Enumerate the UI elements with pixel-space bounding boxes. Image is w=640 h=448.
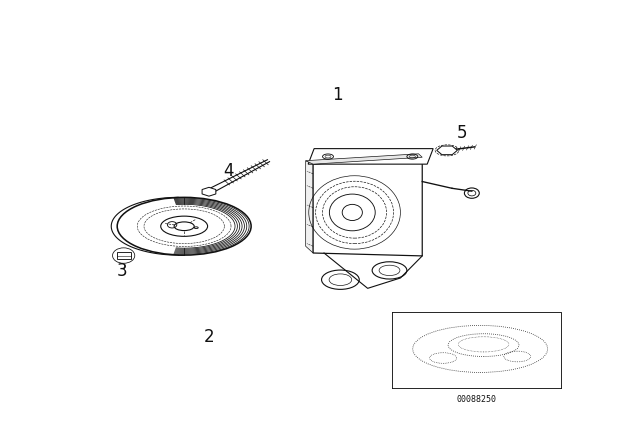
Text: 1: 1 <box>333 86 343 104</box>
Text: 00088250: 00088250 <box>457 395 497 404</box>
Text: 5: 5 <box>457 124 467 142</box>
Polygon shape <box>202 187 216 196</box>
Polygon shape <box>436 146 458 155</box>
Polygon shape <box>313 157 422 256</box>
Text: 2: 2 <box>204 327 214 345</box>
Polygon shape <box>306 154 422 164</box>
Polygon shape <box>308 149 433 164</box>
Text: 4: 4 <box>223 162 234 180</box>
Bar <box>116 252 131 259</box>
Text: 3: 3 <box>117 262 127 280</box>
Polygon shape <box>306 161 313 253</box>
